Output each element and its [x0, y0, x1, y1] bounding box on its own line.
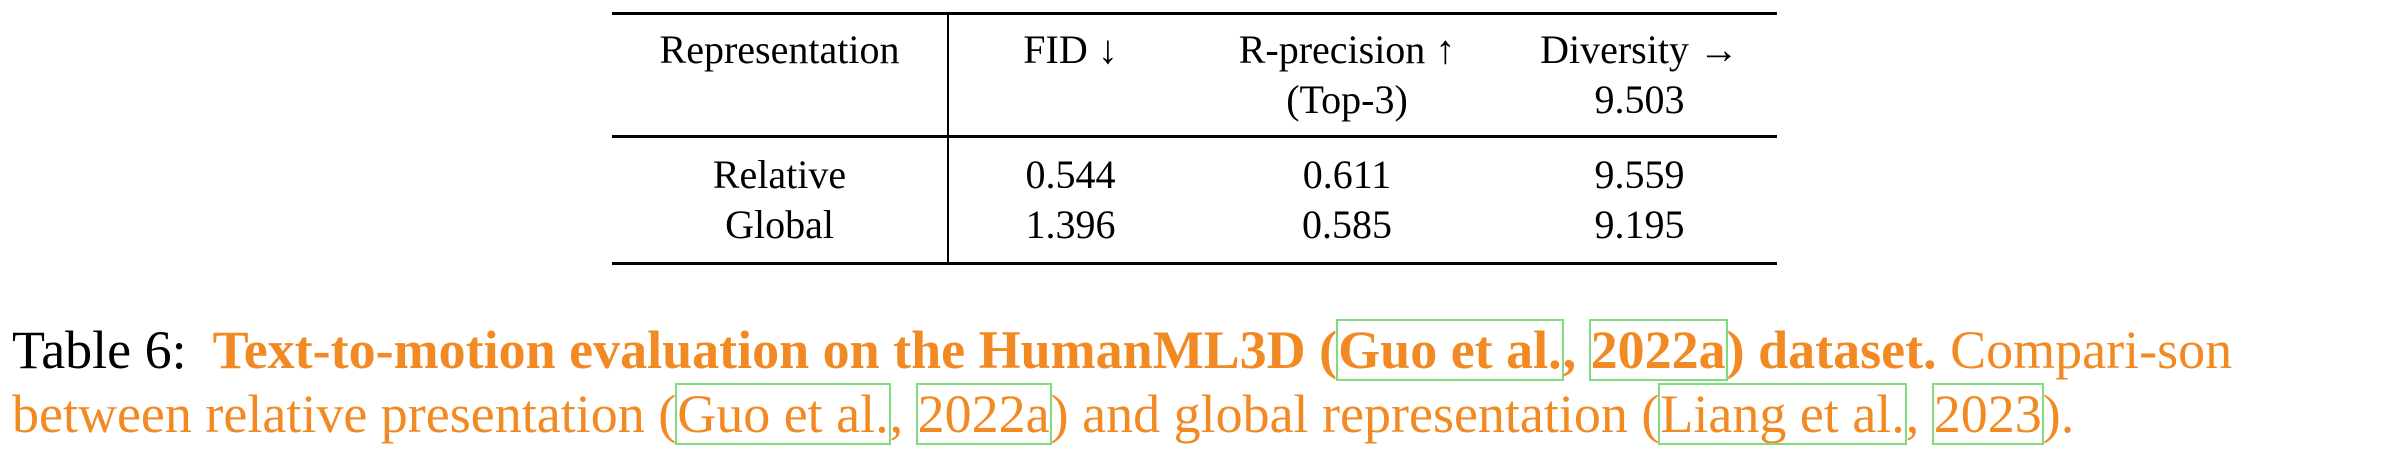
table-body: Relative 0.544 0.611 9.559 Global 1.396 …: [612, 138, 1777, 262]
mid-rule: [612, 135, 1777, 138]
cell-diversity: 9.559: [1594, 152, 1685, 197]
cell-rprecision: 0.585: [1302, 202, 1392, 247]
table-row: Relative 0.544 0.611 9.559: [612, 150, 1777, 200]
cell-diversity: 9.195: [1594, 202, 1685, 247]
citation-link[interactable]: Guo et al.: [1336, 319, 1564, 381]
header-fid: FID ↓: [1023, 27, 1118, 72]
table-caption: Table 6: Text-to-motion evaluation on the…: [12, 319, 2233, 445]
citation-link[interactable]: 2022a: [915, 383, 1052, 445]
top-rule: [612, 12, 1777, 15]
header-diversity: Diversity → 9.503: [1540, 27, 1739, 122]
caption-text: Compari-son between relative presentatio…: [12, 320, 2233, 444]
header-rprecision: R-precision ↑ (Top-3): [1238, 27, 1456, 122]
citation-link[interactable]: Guo et al.: [675, 383, 891, 445]
citation-link[interactable]: 2023: [1931, 383, 2044, 445]
cell-representation: Relative: [612, 150, 949, 200]
table-header: Representation FID ↓ R-precision ↑ (Top-…: [612, 15, 1777, 135]
header-row: Representation FID ↓ R-precision ↑ (Top-…: [612, 15, 1777, 135]
citation-link[interactable]: 2022a: [1588, 319, 1728, 381]
caption-title: Text-to-motion evaluation on the HumanML…: [212, 319, 1937, 381]
caption-label: Table 6:: [12, 320, 187, 380]
results-table: Representation FID ↓ R-precision ↑ (Top-…: [612, 12, 1777, 265]
cell-fid: 0.544: [1025, 152, 1116, 197]
bottom-rule: [612, 262, 1777, 265]
cell-fid: 1.396: [1025, 202, 1116, 247]
citation-link[interactable]: Liang et al.: [1658, 383, 1907, 445]
cell-rprecision: 0.611: [1302, 152, 1392, 197]
cell-representation: Global: [612, 200, 949, 250]
header-representation: Representation: [612, 15, 949, 135]
table-row: Global 1.396 0.585 9.195: [612, 200, 1777, 250]
